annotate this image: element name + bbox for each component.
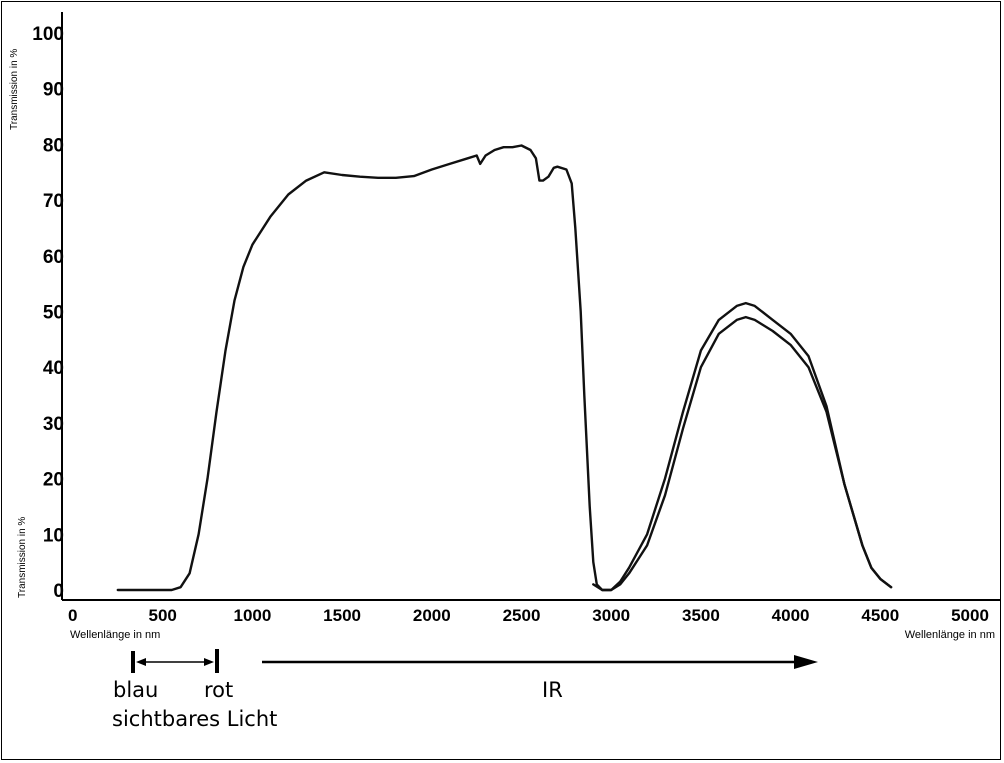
x-tick-label: 5000 [951, 606, 989, 625]
x-tick-label: 0 [68, 606, 77, 625]
transmission-series-2 [592, 315, 893, 592]
transmission-series-1 [116, 144, 893, 592]
x-tick-label: 3000 [592, 606, 630, 625]
visible-arrow-right-head [204, 658, 214, 666]
x-tick-label: 1000 [233, 606, 271, 625]
y-tick-label: 50 [43, 303, 64, 324]
visible-arrow-left-head [136, 658, 146, 666]
x-axis-label-right: Wellenlänge in nm [905, 629, 995, 641]
y-tick-label: 10 [43, 525, 64, 546]
y-tick-label: 100 [32, 24, 64, 45]
x-tick-label: 4000 [772, 606, 810, 625]
x-tick-label: 2000 [413, 606, 451, 625]
x-tick-label: 2500 [503, 606, 541, 625]
y-tick-label: 20 [43, 470, 64, 491]
y-axis-label-bottom: Transmission in % [17, 517, 28, 598]
y-tick-label: 40 [43, 358, 64, 379]
y-tick-label: 0 [53, 581, 64, 602]
y-tick-label: 60 [43, 247, 64, 268]
y-tick-label: 90 [43, 80, 64, 101]
y-tick-label: 70 [43, 191, 64, 212]
x-tick-labels: 0 500 1000 1500 2000 2500 3000 3500 4000 4500 5000 [68, 606, 989, 625]
x-tick-label: 500 [149, 606, 177, 625]
x-axis-label-left: Wellenlänge in nm [70, 629, 160, 641]
y-tick-label: 80 [43, 135, 64, 156]
y-axis-label-top: Transmission in % [9, 49, 20, 130]
y-tick-label: 30 [43, 414, 64, 435]
blau-label: blau [113, 678, 158, 702]
x-tick-label: 1500 [323, 606, 361, 625]
y-tick-labels: 0 10 20 30 40 50 60 70 80 90 100 [32, 24, 64, 602]
visible-light-label: sichtbares Licht [112, 707, 277, 731]
series-layer [116, 144, 893, 592]
rot-label: rot [204, 678, 233, 702]
ir-arrow-head [794, 655, 818, 669]
ir-label: IR [542, 678, 563, 702]
x-tick-label: 4500 [861, 606, 899, 625]
x-tick-label: 3500 [682, 606, 720, 625]
